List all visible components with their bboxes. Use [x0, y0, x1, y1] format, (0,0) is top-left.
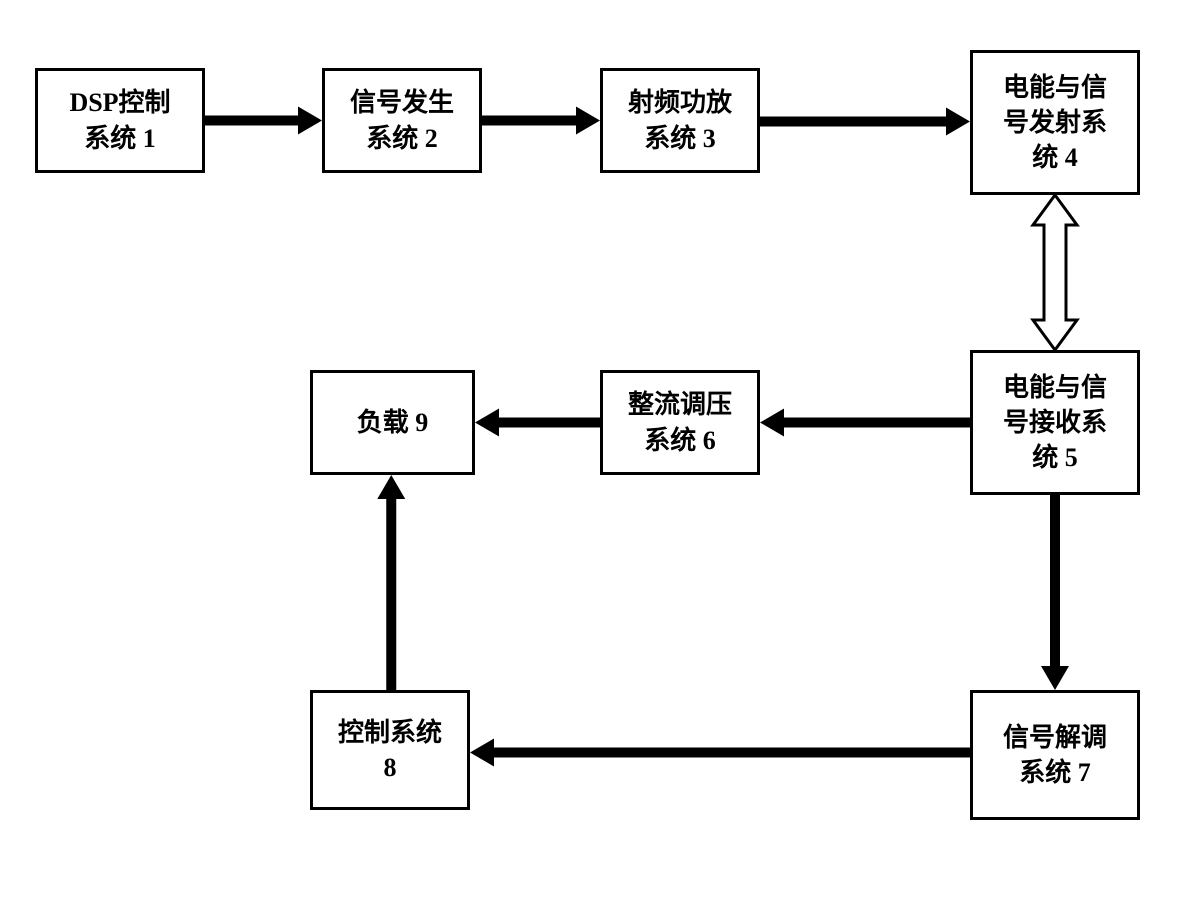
- edge-n4-n5: [1033, 195, 1077, 350]
- node-label: 信号解调 系统 7: [1003, 720, 1107, 790]
- node-n5: 电能与信 号接收系 统 5: [970, 350, 1140, 495]
- edge-n5-n7: [1041, 495, 1069, 690]
- edge-n3-n4: [760, 108, 970, 136]
- node-n7: 信号解调 系统 7: [970, 690, 1140, 820]
- node-label: 电能与信 号接收系 统 5: [1003, 370, 1107, 475]
- node-label: DSP控制 系统 1: [69, 85, 170, 155]
- node-label: 负载 9: [357, 405, 429, 440]
- node-n8: 控制系统 8: [310, 690, 470, 810]
- edge-n8-n9: [377, 475, 405, 690]
- edge-n6-n9: [475, 409, 600, 437]
- edge-n2-n3: [482, 107, 600, 135]
- node-n6: 整流调压 系统 6: [600, 370, 760, 475]
- edge-n7-n8: [470, 739, 970, 767]
- node-label: 射频功放 系统 3: [628, 85, 732, 155]
- flowchart-canvas: DSP控制 系统 1 信号发生 系统 2 射频功放 系统 3 电能与信 号发射系 统 …: [0, 0, 1195, 908]
- edge-n5-n6: [760, 409, 970, 437]
- node-n4: 电能与信 号发射系 统 4: [970, 50, 1140, 195]
- node-label: 电能与信 号发射系 统 4: [1003, 70, 1107, 175]
- node-n3: 射频功放 系统 3: [600, 68, 760, 173]
- node-label: 整流调压 系统 6: [628, 387, 732, 457]
- node-label: 控制系统 8: [338, 715, 442, 785]
- node-label: 信号发生 系统 2: [350, 85, 454, 155]
- node-n9: 负载 9: [310, 370, 475, 475]
- node-n2: 信号发生 系统 2: [322, 68, 482, 173]
- node-n1: DSP控制 系统 1: [35, 68, 205, 173]
- edge-n1-n2: [205, 107, 322, 135]
